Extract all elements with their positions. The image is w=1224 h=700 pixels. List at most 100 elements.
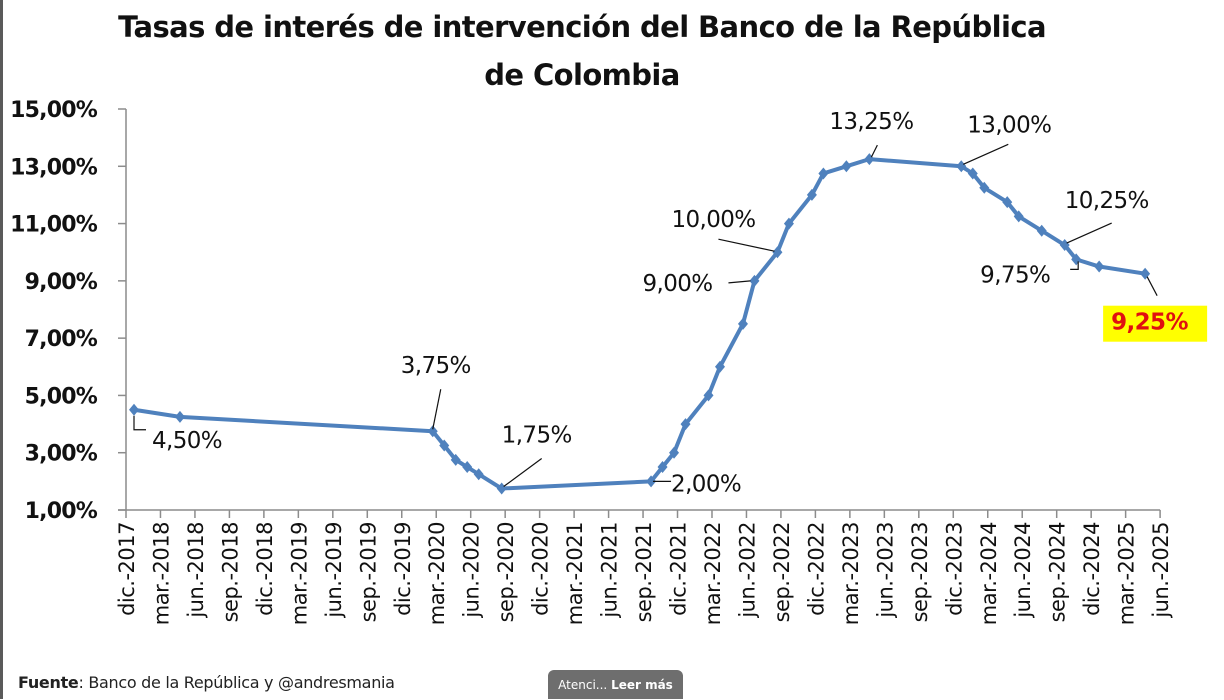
source-label: Fuente bbox=[18, 673, 79, 692]
y-tick-label: 7,00% bbox=[25, 327, 98, 352]
diamond-marker bbox=[806, 188, 817, 201]
leader-line bbox=[1070, 261, 1079, 270]
x-tick-label: jun.-2022 bbox=[735, 522, 759, 619]
data-label: 13,25% bbox=[829, 109, 913, 135]
diamond-marker bbox=[818, 167, 829, 180]
source-footer: Fuente: Banco de la República y @andresm… bbox=[18, 673, 395, 692]
chart-title-line-2: de Colombia bbox=[484, 58, 680, 92]
x-tick-label: dic.-2023 bbox=[942, 522, 966, 616]
leader-line bbox=[1146, 276, 1158, 296]
x-tick-label: dic.-2024 bbox=[1080, 522, 1104, 616]
diamond-marker bbox=[439, 439, 450, 452]
x-tick-label: dic.-2019 bbox=[391, 522, 415, 616]
diamond-marker bbox=[703, 389, 714, 402]
x-tick-label: jun.-2018 bbox=[184, 522, 208, 619]
y-tick-label: 5,00% bbox=[25, 384, 98, 409]
leader-line bbox=[870, 144, 878, 158]
diamond-marker bbox=[462, 461, 473, 474]
chart-axes bbox=[118, 109, 1161, 511]
data-label: 13,00% bbox=[967, 112, 1051, 138]
x-tick-label: sep.-2020 bbox=[494, 522, 518, 622]
chart-title-line-1: Tasas de interés de intervención del Ban… bbox=[118, 10, 1046, 44]
x-tick-label: sep.-2022 bbox=[770, 522, 794, 622]
x-tick-label: jun.-2019 bbox=[322, 522, 346, 619]
x-axis-ticks: dic.-2017 mar.-2018 jun.-2018 sep.-2018 dic.… bbox=[115, 510, 1173, 625]
x-tick-label: dic.-2022 bbox=[804, 522, 828, 616]
diamond-marker bbox=[967, 167, 978, 180]
diamond-marker bbox=[427, 425, 438, 438]
x-tick-label: mar.-2024 bbox=[977, 522, 1001, 625]
data-label: 10,25% bbox=[1065, 188, 1149, 214]
x-tick-label: mar.-2021 bbox=[563, 522, 587, 625]
diamond-marker bbox=[772, 246, 783, 259]
leader-line bbox=[503, 458, 543, 488]
x-tick-label: dic.-2021 bbox=[667, 522, 691, 616]
leader-line bbox=[133, 415, 146, 431]
data-label: 2,00% bbox=[671, 471, 741, 497]
diamond-marker bbox=[1059, 239, 1070, 252]
x-tick-label: mar.-2023 bbox=[839, 522, 863, 625]
diamond-marker bbox=[979, 181, 990, 194]
data-label: 9,75% bbox=[980, 262, 1050, 288]
x-tick-label: mar.-2019 bbox=[287, 522, 311, 625]
diamond-marker bbox=[1002, 196, 1013, 209]
read-more-button[interactable]: Atenci... Leer más bbox=[548, 670, 683, 699]
x-tick-label: jun.-2020 bbox=[460, 522, 484, 619]
read-more-prefix: Atenci... bbox=[558, 678, 612, 692]
y-tick-label: 11,00% bbox=[10, 213, 98, 238]
x-tick-label: dic.-2017 bbox=[115, 522, 139, 616]
x-tick-label: mar.-2020 bbox=[425, 522, 449, 625]
diamond-marker bbox=[680, 418, 691, 431]
x-tick-label: dic.-2020 bbox=[529, 522, 553, 616]
diamond-marker bbox=[669, 446, 680, 459]
leader-line bbox=[963, 143, 1009, 165]
y-tick-label: 9,00% bbox=[25, 270, 98, 295]
diamond-marker bbox=[749, 274, 760, 287]
x-tick-label: sep.-2021 bbox=[632, 522, 656, 622]
x-tick-label: mar.-2018 bbox=[149, 522, 173, 625]
x-tick-label: sep.-2023 bbox=[908, 522, 932, 622]
data-label: 10,00% bbox=[671, 207, 755, 233]
diamond-marker bbox=[1013, 210, 1024, 223]
diamond-marker bbox=[1140, 267, 1151, 280]
series-line bbox=[133, 157, 1146, 491]
data-series bbox=[129, 153, 1151, 495]
y-tick-label: 13,00% bbox=[10, 155, 98, 180]
diamond-marker bbox=[737, 317, 748, 330]
y-tick-label: 15,00% bbox=[10, 98, 98, 123]
x-tick-label: sep.-2019 bbox=[356, 522, 380, 622]
diamond-marker bbox=[174, 410, 185, 423]
data-label: 4,50% bbox=[152, 428, 222, 454]
x-tick-label: dic.-2018 bbox=[253, 522, 277, 616]
highlight-box bbox=[1103, 305, 1208, 342]
y-tick-label: 1,00% bbox=[25, 499, 98, 524]
x-tick-label: jun.-2023 bbox=[873, 522, 897, 619]
source-text: : Banco de la República y @andresmania bbox=[78, 673, 395, 692]
diamond-marker bbox=[841, 160, 852, 173]
x-tick-label: sep.-2018 bbox=[218, 522, 242, 622]
data-label: 9,00% bbox=[642, 271, 712, 297]
diamond-marker bbox=[783, 217, 794, 230]
x-tick-label: jun.-2024 bbox=[1011, 522, 1035, 619]
diamond-marker bbox=[450, 453, 461, 466]
diamond-marker bbox=[657, 461, 668, 474]
diamond-marker bbox=[714, 360, 725, 373]
read-more-label: Leer más bbox=[611, 678, 673, 692]
diamond-marker bbox=[1036, 224, 1047, 237]
x-tick-label: sep.-2024 bbox=[1046, 522, 1070, 623]
y-tick-label: 3,00% bbox=[25, 442, 98, 467]
leader-line bbox=[728, 280, 751, 284]
left-border bbox=[0, 0, 3, 699]
diamond-marker bbox=[1094, 260, 1105, 273]
leader-line bbox=[432, 389, 442, 430]
diamond-marker bbox=[129, 403, 139, 416]
diamond-marker bbox=[473, 468, 484, 481]
x-tick-label: jun.-2021 bbox=[598, 522, 622, 619]
y-axis-ticks: 1,00% 3,00% 5,00% 7,00% 9,00% 11,00% 13,00% 15,… bbox=[10, 98, 126, 524]
data-label: 1,75% bbox=[502, 423, 572, 449]
data-label: 3,75% bbox=[401, 353, 471, 379]
x-tick-label: mar.-2025 bbox=[1115, 522, 1139, 625]
diamond-marker bbox=[956, 160, 967, 173]
data-labels: 4,50% 3,75% 1,75% 2,00% 9,00% 10,00% 13,25% 13,… bbox=[133, 109, 1208, 497]
